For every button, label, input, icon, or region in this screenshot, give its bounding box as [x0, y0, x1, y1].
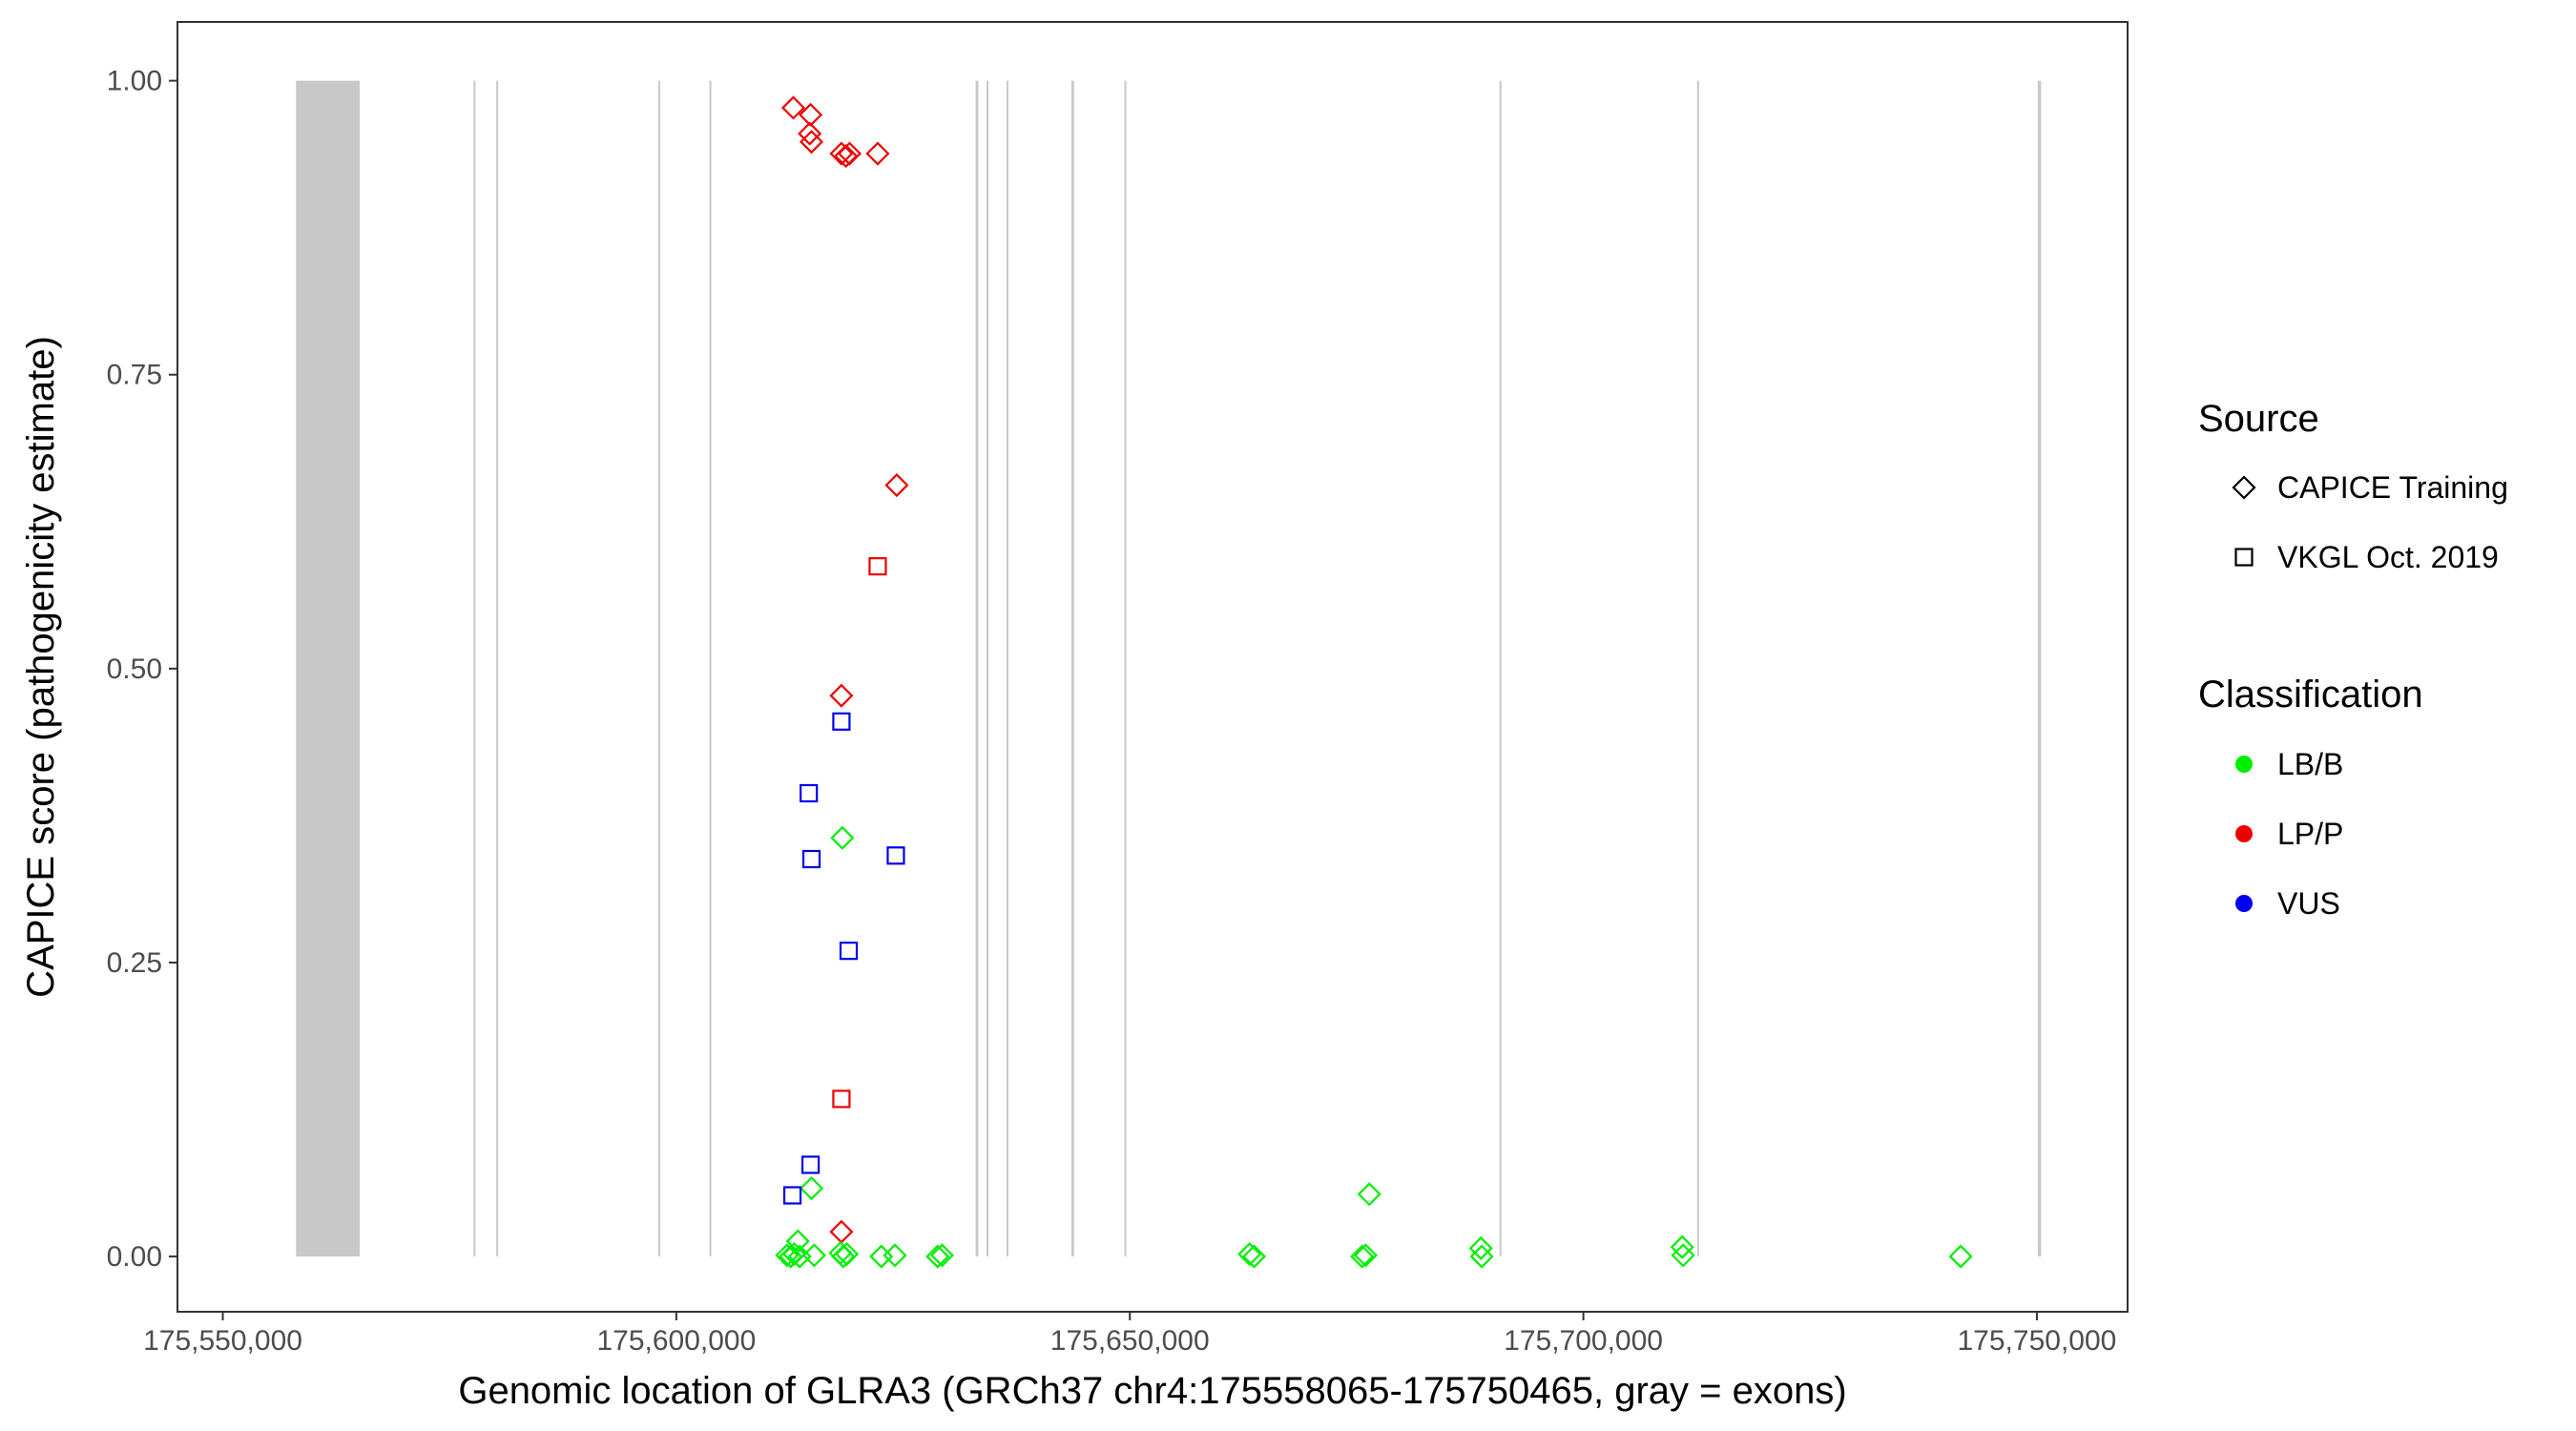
data-point [1948, 1244, 1973, 1269]
legend-label: LP/P [2277, 817, 2343, 851]
legend-class-items: LB/B LP/P VUS [2235, 747, 2343, 921]
data-point [1237, 1242, 1262, 1267]
exon-band [987, 80, 989, 1257]
data-point [1353, 1243, 1378, 1268]
data-point [1670, 1234, 1694, 1259]
data-point [1671, 1243, 1695, 1268]
x-axis-title: Genomic location of GLRA3 (GRCh37 chr4:1… [458, 1370, 1846, 1412]
legend-key-dot [2235, 825, 2253, 842]
legend-label: LB/B [2277, 747, 2343, 781]
legend-title-source: Source [2198, 398, 2319, 440]
exon-bands [296, 80, 2042, 1257]
y-tick-label: 0.75 [107, 360, 162, 391]
data-point [1350, 1244, 1375, 1269]
legend-title-classification: Classification [2198, 674, 2423, 716]
exon-band [496, 80, 499, 1257]
data-points [775, 95, 1973, 1269]
y-tick-label: 0.00 [107, 1241, 162, 1273]
data-point [799, 1176, 824, 1201]
exon-band [1696, 80, 1699, 1257]
data-point [830, 825, 855, 850]
data-point [800, 1155, 821, 1174]
data-point [829, 683, 854, 708]
exon-band [1070, 80, 1074, 1257]
exon-band [1499, 80, 1502, 1257]
legend-key-diamond [2232, 475, 2256, 500]
y-tick-label: 0.50 [107, 653, 162, 685]
legend-key-square [2234, 548, 2254, 567]
data-point [832, 712, 851, 731]
exon-band [2037, 80, 2042, 1257]
exon-band [473, 80, 476, 1257]
exon-band [1006, 80, 1008, 1257]
data-point [829, 141, 854, 166]
data-point [839, 942, 859, 961]
data-point [801, 1243, 826, 1268]
legend-label: VKGL Oct. 2019 [2277, 540, 2499, 574]
x-axis: 175,550,000 175,600,000 175,650,000 175,700… [143, 1312, 2116, 1357]
x-tick-label: 175,700,000 [1504, 1325, 1663, 1357]
data-point [1469, 1244, 1494, 1269]
x-tick-label: 175,550,000 [143, 1325, 302, 1357]
exon-band [1124, 80, 1127, 1257]
y-axis-title: CAPICE score (pathogenicity estimate) [20, 336, 62, 998]
data-point [886, 846, 905, 865]
data-point [869, 1244, 894, 1269]
data-point [884, 473, 909, 498]
data-point [1241, 1244, 1267, 1269]
y-tick-label: 1.00 [107, 66, 162, 97]
plot-border [177, 21, 2129, 1313]
data-point [1468, 1235, 1493, 1261]
exon-band [296, 80, 361, 1257]
data-point [798, 121, 822, 146]
data-point [868, 557, 887, 576]
data-point [800, 783, 819, 803]
exon-band [709, 80, 712, 1257]
exon-band [657, 80, 660, 1257]
exon-band [975, 80, 979, 1257]
data-point [925, 1244, 950, 1269]
legend: Source CAPICE Training VKGL Oct. 2019 Cla… [2198, 398, 2508, 921]
data-point [801, 849, 821, 869]
legend-label: VUS [2277, 886, 2340, 921]
data-point [781, 1242, 807, 1267]
plot-background [177, 22, 2128, 1312]
legend-key-dot [2235, 756, 2253, 773]
data-point [929, 1243, 954, 1268]
data-point [799, 130, 824, 155]
y-axis: 0.00 0.25 0.50 0.75 1.00 [107, 66, 177, 1273]
x-tick-label: 175,650,000 [1050, 1325, 1210, 1357]
data-point [785, 1229, 810, 1254]
x-tick-label: 175,600,000 [596, 1325, 756, 1357]
data-point [865, 141, 890, 166]
y-tick-label: 0.25 [107, 947, 162, 979]
data-point [835, 1242, 860, 1267]
legend-label: CAPICE Training [2277, 470, 2508, 505]
data-point [780, 95, 806, 120]
data-point [832, 1089, 851, 1109]
data-point [883, 1243, 907, 1268]
data-point [782, 1186, 802, 1205]
x-tick-label: 175,750,000 [1958, 1325, 2117, 1357]
legend-key-dot [2235, 895, 2253, 912]
data-point [837, 141, 862, 166]
legend-source-items: CAPICE Training VKGL Oct. 2019 [2232, 470, 2508, 574]
data-point [1357, 1182, 1381, 1207]
